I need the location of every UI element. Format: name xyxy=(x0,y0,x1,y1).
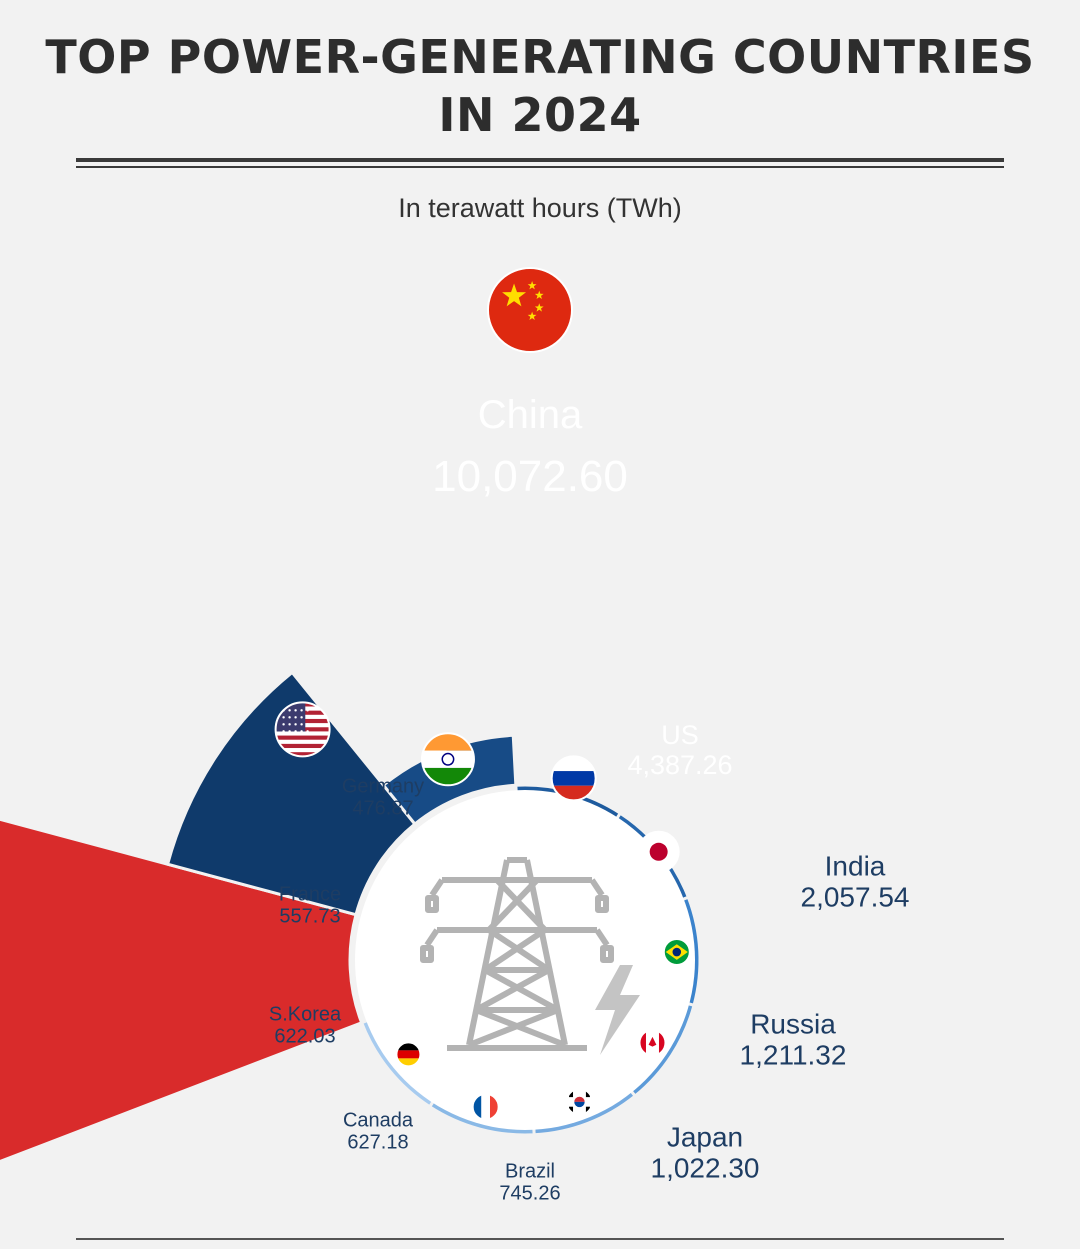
chart-title: TOP POWER-GENERATING COUNTRIES IN 2024 xyxy=(0,28,1080,144)
country-name: Russia xyxy=(750,1008,836,1040)
country-name: US xyxy=(661,719,699,750)
brazil-flag-icon xyxy=(662,938,691,967)
label-germany: Germany 476.87 xyxy=(342,776,424,821)
label-s-korea: S.Korea 622.03 xyxy=(269,1004,341,1049)
label-brazil: Brazil 745.26 xyxy=(499,1161,560,1206)
chart-title-line1: TOP POWER-GENERATING COUNTRIES xyxy=(45,30,1035,84)
bar-us xyxy=(165,670,417,917)
bar-china xyxy=(0,817,364,1164)
value-label: 745.26 xyxy=(499,1183,561,1205)
label-us: US 4,387.26 xyxy=(627,720,732,780)
chart-subtitle: In terawatt hours (TWh) xyxy=(398,193,682,223)
label-japan: Japan 1,022.30 xyxy=(651,1122,760,1185)
title-divider-bottom xyxy=(76,166,1004,168)
value-label: 627.18 xyxy=(347,1132,409,1154)
value-label: 10,072.60 xyxy=(432,451,628,501)
country-name: Japan xyxy=(666,1121,744,1153)
skorea-flag-icon xyxy=(565,1087,594,1116)
country-name: Brazil xyxy=(504,1160,556,1183)
india-flag-icon xyxy=(420,732,475,787)
canada-flag-icon xyxy=(638,1028,667,1057)
title-divider-top xyxy=(76,158,1004,162)
value-label: 4,387.26 xyxy=(627,750,733,780)
label-india: India 2,057.54 xyxy=(801,851,910,914)
country-name: India xyxy=(824,850,886,882)
chart-title-line2: IN 2024 xyxy=(438,88,642,142)
label-canada: Canada 627.18 xyxy=(343,1110,413,1155)
bottom-divider xyxy=(76,1238,1004,1240)
japan-flag-icon xyxy=(637,830,680,873)
country-name: France xyxy=(278,883,342,906)
country-name: China xyxy=(477,392,583,437)
country-name: S.Korea xyxy=(268,1003,342,1026)
china-flag-icon xyxy=(487,267,573,353)
label-france: France 557.73 xyxy=(279,884,341,929)
value-label: 557.73 xyxy=(279,906,341,928)
value-label: 622.03 xyxy=(274,1026,336,1048)
label-russia: Russia 1,211.32 xyxy=(740,1009,847,1072)
country-name: Canada xyxy=(342,1109,414,1132)
russia-flag-icon xyxy=(550,755,597,802)
usa-flag-icon xyxy=(274,701,331,758)
lightning-bolt-icon xyxy=(595,965,640,1055)
power-tower-icon xyxy=(420,857,614,1051)
value-label: 1,022.30 xyxy=(650,1153,760,1184)
value-label: 2,057.54 xyxy=(800,882,910,913)
center-disc xyxy=(355,790,695,1130)
value-label: 1,211.32 xyxy=(739,1040,847,1071)
germany-flag-icon xyxy=(395,1041,422,1068)
country-name: Germany xyxy=(341,775,425,798)
france-flag-icon xyxy=(471,1092,500,1121)
label-china: China 10,072.60 xyxy=(432,393,628,501)
value-label: 476.87 xyxy=(352,798,414,820)
